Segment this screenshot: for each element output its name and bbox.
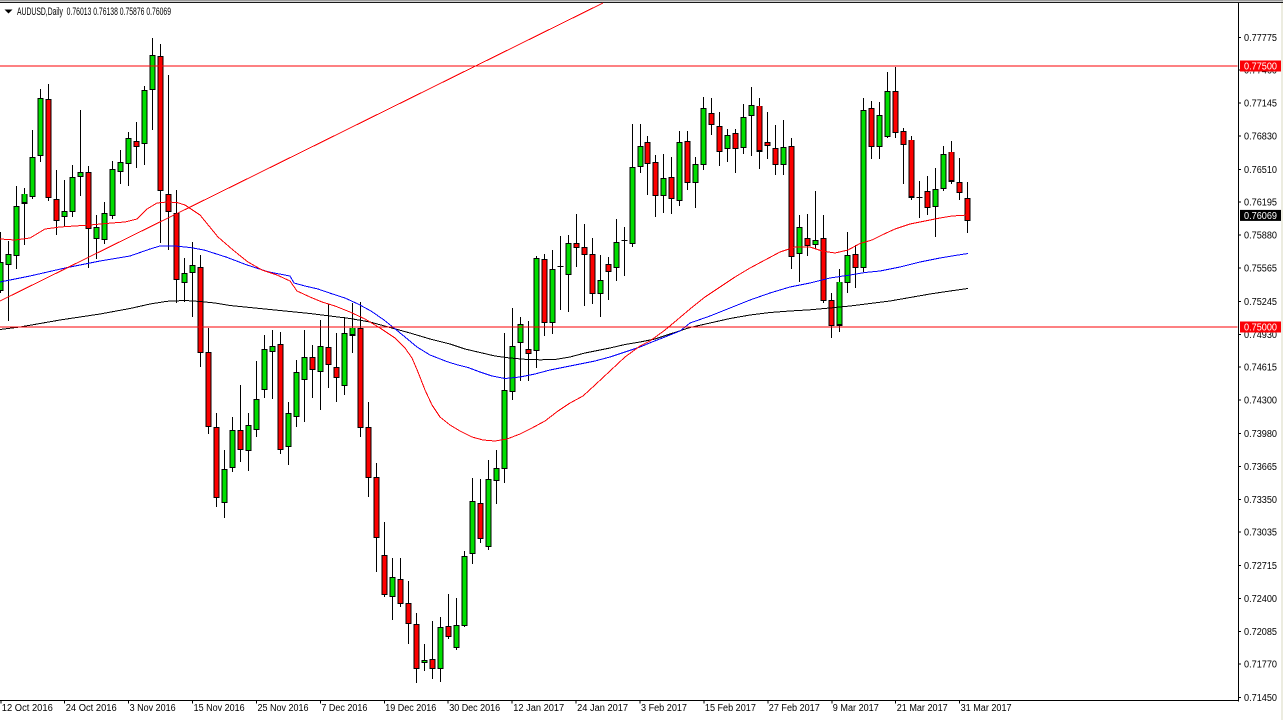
- svg-text:3 Nov 2016: 3 Nov 2016: [130, 703, 176, 714]
- svg-text:12 Jan 2017: 12 Jan 2017: [513, 703, 564, 714]
- svg-text:0.75565: 0.75565: [1244, 264, 1277, 275]
- svg-text:0.74615: 0.74615: [1244, 363, 1277, 374]
- svg-text:31 Mar 2017: 31 Mar 2017: [961, 703, 1012, 714]
- svg-text:0.73035: 0.73035: [1244, 528, 1277, 539]
- svg-text:0.77500: 0.77500: [1244, 62, 1277, 73]
- svg-text:0.76830: 0.76830: [1244, 131, 1277, 142]
- svg-text:25 Nov 2016: 25 Nov 2016: [258, 703, 309, 714]
- svg-text:0.75880: 0.75880: [1244, 231, 1277, 242]
- svg-text:15 Nov 2016: 15 Nov 2016: [194, 703, 245, 714]
- svg-text:7 Dec 2016: 7 Dec 2016: [321, 703, 367, 714]
- svg-text:0.73350: 0.73350: [1244, 495, 1277, 506]
- svg-text:0.72715: 0.72715: [1244, 561, 1277, 572]
- svg-text:24 Jan 2017: 24 Jan 2017: [577, 703, 628, 714]
- svg-text:0.77775: 0.77775: [1244, 33, 1277, 44]
- svg-text:0.73665: 0.73665: [1244, 462, 1277, 473]
- svg-text:0.76195: 0.76195: [1244, 198, 1277, 209]
- svg-text:0.72400: 0.72400: [1244, 594, 1277, 605]
- svg-text:0.74300: 0.74300: [1244, 396, 1277, 407]
- svg-text:0.77145: 0.77145: [1244, 99, 1277, 110]
- svg-text:0.76069: 0.76069: [1244, 211, 1277, 222]
- svg-text:0.74930: 0.74930: [1244, 330, 1277, 341]
- svg-text:AUDUSD,Daily 0.76013 0.76138: AUDUSD,Daily 0.76013 0.76138 0.75876 0.7…: [17, 6, 171, 18]
- svg-text:0.75245: 0.75245: [1244, 297, 1277, 308]
- svg-text:0.73980: 0.73980: [1244, 429, 1277, 440]
- svg-text:24 Oct 2016: 24 Oct 2016: [66, 703, 117, 714]
- svg-text:30 Dec 2016: 30 Dec 2016: [449, 703, 500, 714]
- svg-text:0.76510: 0.76510: [1244, 165, 1277, 176]
- svg-text:15 Feb 2017: 15 Feb 2017: [705, 703, 756, 714]
- svg-text:21 Mar 2017: 21 Mar 2017: [897, 703, 948, 714]
- svg-text:0.72085: 0.72085: [1244, 627, 1277, 638]
- svg-text:12 Oct 2016: 12 Oct 2016: [2, 703, 53, 714]
- svg-text:9 Mar 2017: 9 Mar 2017: [833, 703, 879, 714]
- svg-text:0.75000: 0.75000: [1244, 323, 1277, 334]
- svg-text:0.71450: 0.71450: [1244, 693, 1277, 704]
- svg-text:0.71770: 0.71770: [1244, 660, 1277, 671]
- svg-text:27 Feb 2017: 27 Feb 2017: [769, 703, 820, 714]
- svg-text:3 Feb 2017: 3 Feb 2017: [641, 703, 687, 714]
- svg-text:19 Dec 2016: 19 Dec 2016: [385, 703, 436, 714]
